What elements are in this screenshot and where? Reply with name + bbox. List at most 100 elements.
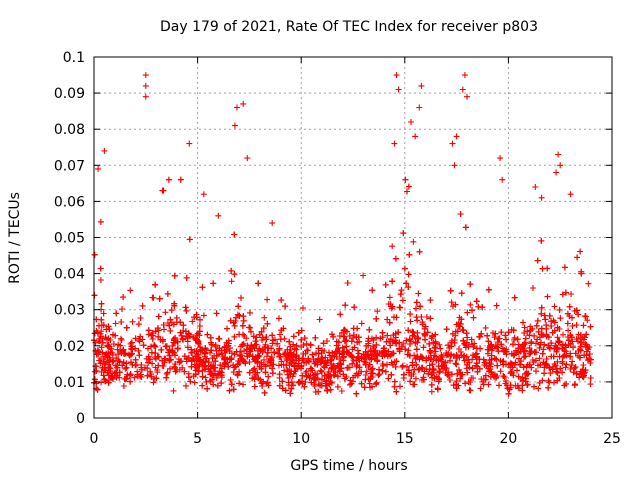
data-point xyxy=(231,322,238,329)
data-point xyxy=(428,335,435,342)
data-point xyxy=(555,151,562,158)
data-point xyxy=(400,230,407,237)
data-point xyxy=(148,349,155,356)
data-point xyxy=(182,304,189,311)
data-point xyxy=(303,340,310,347)
data-point xyxy=(324,338,330,344)
data-point xyxy=(215,212,222,219)
data-point xyxy=(153,375,160,382)
data-point xyxy=(389,303,396,310)
data-point xyxy=(457,211,464,217)
data-point xyxy=(491,374,498,381)
data-point xyxy=(252,338,259,345)
data-point xyxy=(315,388,322,395)
data-point xyxy=(499,358,506,365)
data-point xyxy=(583,343,589,350)
data-point xyxy=(287,371,294,378)
data-point xyxy=(546,364,553,371)
data-point xyxy=(184,335,191,342)
data-point xyxy=(413,346,420,353)
data-point xyxy=(350,374,357,381)
data-point xyxy=(177,319,184,326)
data-point xyxy=(405,183,412,190)
data-point xyxy=(556,375,563,381)
data-point xyxy=(207,378,214,384)
data-point xyxy=(405,271,412,278)
data-point xyxy=(360,353,367,360)
data-point xyxy=(379,329,386,336)
data-point xyxy=(503,361,509,368)
data-point xyxy=(393,72,400,79)
data-point xyxy=(420,344,427,351)
data-point xyxy=(467,301,474,308)
data-point xyxy=(162,355,169,362)
data-point xyxy=(419,321,426,328)
data-point xyxy=(453,378,460,384)
data-point xyxy=(507,360,514,367)
data-point xyxy=(276,382,283,389)
data-point xyxy=(214,382,221,389)
data-point xyxy=(290,333,297,340)
data-point xyxy=(567,353,574,360)
data-point xyxy=(436,369,443,376)
data-point xyxy=(511,361,518,368)
data-point xyxy=(321,372,328,379)
data-point xyxy=(351,344,358,351)
data-point xyxy=(427,349,434,356)
data-point xyxy=(531,383,537,390)
data-point xyxy=(283,355,290,362)
data-point xyxy=(254,369,261,376)
data-point xyxy=(464,361,471,368)
data-point xyxy=(521,324,528,331)
data-point xyxy=(142,93,149,100)
y-tick-label: 0.1 xyxy=(63,50,85,66)
data-point xyxy=(354,347,361,354)
data-point xyxy=(397,383,403,390)
data-point xyxy=(152,281,159,288)
data-point xyxy=(228,278,235,285)
data-point xyxy=(362,376,369,383)
data-point xyxy=(312,376,319,383)
data-point xyxy=(578,268,585,275)
data-point xyxy=(454,328,461,335)
data-point xyxy=(386,319,393,326)
data-point xyxy=(367,348,374,355)
data-point xyxy=(195,340,202,347)
data-point xyxy=(197,356,204,363)
data-point xyxy=(438,358,445,365)
data-point xyxy=(142,82,149,89)
data-point xyxy=(102,334,109,341)
data-point xyxy=(325,369,332,375)
data-point xyxy=(522,353,529,360)
data-point xyxy=(549,329,556,336)
data-point xyxy=(393,314,400,321)
data-point xyxy=(235,358,242,364)
data-point xyxy=(342,337,349,344)
data-point xyxy=(113,310,120,317)
data-point xyxy=(127,287,134,294)
data-point xyxy=(256,331,263,338)
data-point xyxy=(404,188,410,195)
data-point xyxy=(503,336,510,343)
data-point xyxy=(287,353,294,360)
data-point xyxy=(499,345,506,352)
data-point xyxy=(403,337,410,344)
data-point xyxy=(156,295,163,302)
data-point xyxy=(522,335,529,342)
data-point xyxy=(411,333,418,340)
data-point xyxy=(344,280,351,286)
data-point xyxy=(154,367,161,373)
data-point xyxy=(457,320,464,327)
data-point xyxy=(173,314,180,321)
data-point xyxy=(159,336,166,343)
data-point xyxy=(230,369,237,376)
data-point xyxy=(416,248,423,255)
data-point xyxy=(545,377,552,384)
data-point xyxy=(419,354,425,361)
data-point xyxy=(298,365,304,372)
data-point xyxy=(106,365,113,372)
data-point xyxy=(234,372,241,379)
data-point xyxy=(494,362,501,369)
data-point xyxy=(432,348,439,355)
data-point xyxy=(312,358,319,365)
